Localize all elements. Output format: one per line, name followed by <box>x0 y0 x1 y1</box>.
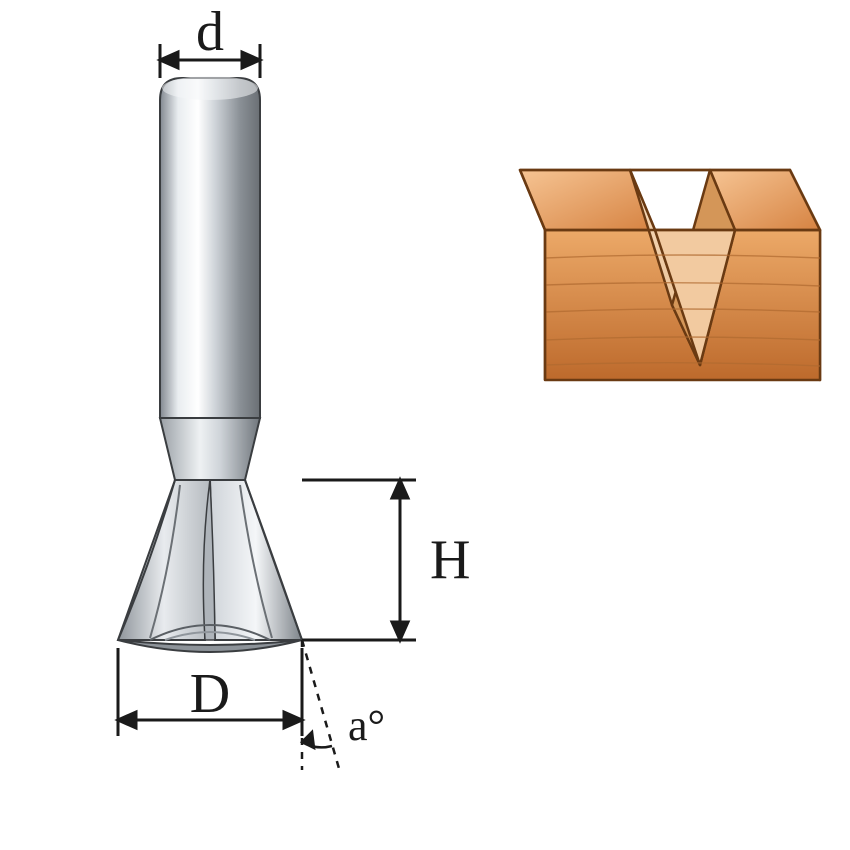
bit-head <box>118 480 302 652</box>
label-D: D <box>190 663 230 725</box>
bit-shank <box>160 78 260 418</box>
router-bit <box>118 76 302 652</box>
dim-a <box>302 640 340 772</box>
label-d: d <box>196 1 224 63</box>
bit-transition <box>160 418 260 480</box>
dim-H <box>302 480 416 640</box>
wood-block <box>520 170 820 380</box>
label-a: a° <box>348 701 385 750</box>
label-H: H <box>430 529 470 591</box>
